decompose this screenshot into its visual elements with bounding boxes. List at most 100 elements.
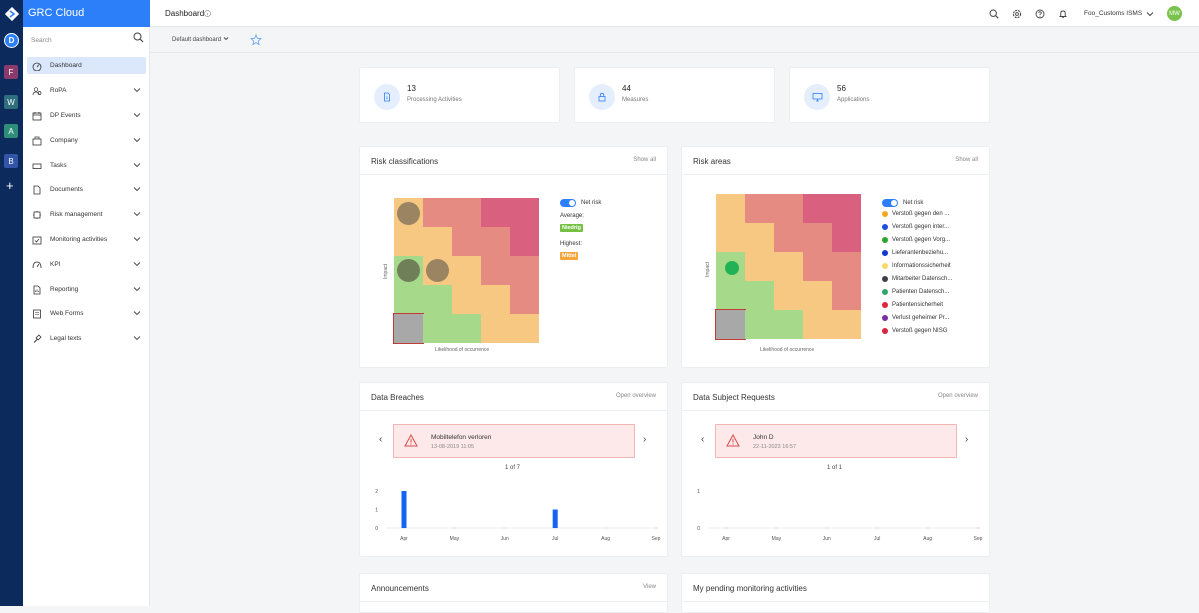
- search-icon[interactable]: [133, 32, 144, 43]
- sidebar-item-dp-events[interactable]: DP Events: [27, 107, 146, 124]
- workspace-avatar-a[interactable]: A: [4, 124, 18, 138]
- heatmap-cell[interactable]: [745, 223, 774, 252]
- heatmap-cell[interactable]: [510, 256, 539, 285]
- heatmap-cell[interactable]: [423, 227, 452, 256]
- request-alert[interactable]: John D 22-11-2023 16:57: [715, 424, 957, 458]
- workspace-avatar-b[interactable]: B: [4, 154, 18, 168]
- heatmap-cell[interactable]: [774, 310, 803, 339]
- heatmap-cell[interactable]: [774, 281, 803, 310]
- heatmap-cell[interactable]: [832, 223, 861, 252]
- legend-item[interactable]: Verstoß gegen den ...: [882, 211, 949, 217]
- heatmap-cell[interactable]: [452, 256, 481, 285]
- legend-item[interactable]: Verstoß gegen NISG: [882, 328, 947, 334]
- sidebar-item-documents[interactable]: Documents: [27, 181, 146, 198]
- net-risk-toggle[interactable]: [560, 199, 576, 207]
- heatmap-cell[interactable]: [832, 310, 861, 339]
- heatmap-cell[interactable]: [832, 194, 861, 223]
- legend-item[interactable]: Lieferantenbeziehu...: [882, 250, 948, 256]
- breach-alert[interactable]: Mobiltelefon verloren 13-08-2019 11:05: [393, 424, 635, 458]
- heatmap-cell[interactable]: [803, 252, 832, 281]
- bar[interactable]: [552, 509, 558, 529]
- stat-card-measures[interactable]: 44 Measures: [574, 67, 775, 123]
- info-icon[interactable]: [204, 10, 211, 17]
- heatmap-cell[interactable]: [393, 313, 424, 344]
- legend-item[interactable]: Verstoß gegen inter...: [882, 224, 949, 230]
- risk-marker[interactable]: [397, 202, 420, 225]
- heatmap-cell[interactable]: [394, 285, 423, 314]
- stat-card-processing-activities[interactable]: 13 Processing Activities: [359, 67, 560, 123]
- chevron-down-icon[interactable]: [1146, 11, 1154, 17]
- show-all-link[interactable]: Show all: [955, 157, 978, 163]
- risk-marker[interactable]: [426, 259, 449, 282]
- sidebar-item-kpi[interactable]: KPI: [27, 256, 146, 273]
- heatmap-cell[interactable]: [716, 281, 745, 310]
- add-workspace-button[interactable]: +: [6, 178, 14, 193]
- heatmap-cell[interactable]: [832, 252, 861, 281]
- sidebar-item-monitoring-activities[interactable]: Monitoring activities: [27, 231, 146, 248]
- legend-item[interactable]: Verlust geheimer Pr...: [882, 315, 949, 321]
- heatmap-cell[interactable]: [452, 198, 481, 227]
- heatmap-cell[interactable]: [423, 285, 452, 314]
- heatmap-cell[interactable]: [452, 285, 481, 314]
- legend-item[interactable]: Verstoß gegen Vorg...: [882, 237, 950, 243]
- heatmap-cell[interactable]: [510, 314, 539, 343]
- heatmap-cell[interactable]: [481, 285, 510, 314]
- chevron-right-icon[interactable]: ›: [965, 434, 969, 445]
- heatmap-cell[interactable]: [774, 252, 803, 281]
- sidebar-item-legal-texts[interactable]: Legal texts: [27, 330, 146, 347]
- chevron-left-icon[interactable]: ‹: [701, 434, 705, 445]
- show-all-link[interactable]: Show all: [633, 157, 656, 163]
- sidebar-item-dashboard[interactable]: Dashboard: [27, 57, 146, 74]
- heatmap-cell[interactable]: [803, 194, 832, 223]
- sidebar-item-reporting[interactable]: Reporting: [27, 281, 146, 298]
- view-link[interactable]: View: [643, 584, 656, 590]
- heatmap-cell[interactable]: [716, 223, 745, 252]
- favorite-star-icon[interactable]: [250, 34, 262, 46]
- search-icon[interactable]: [989, 9, 999, 19]
- legend-item[interactable]: Informationssicherheit: [882, 263, 951, 269]
- heatmap-cell[interactable]: [715, 309, 746, 340]
- sidebar-item-company[interactable]: Company: [27, 132, 146, 149]
- heatmap-cell[interactable]: [481, 227, 510, 256]
- heatmap-cell[interactable]: [745, 194, 774, 223]
- sidebar-item-tasks[interactable]: Tasks: [27, 157, 146, 174]
- dashboard-select[interactable]: Default dashboard: [172, 36, 229, 43]
- heatmap-cell[interactable]: [452, 227, 481, 256]
- heatmap-cell[interactable]: [803, 310, 832, 339]
- risk-marker[interactable]: [397, 259, 420, 282]
- stat-card-applications[interactable]: 56 Applications: [789, 67, 990, 123]
- heatmap-cell[interactable]: [481, 198, 510, 227]
- open-overview-link[interactable]: Open overview: [937, 393, 978, 399]
- heatmap-cell[interactable]: [423, 314, 452, 343]
- chevron-right-icon[interactable]: ›: [643, 434, 647, 445]
- heatmap-cell[interactable]: [423, 198, 452, 227]
- heatmap-cell[interactable]: [774, 223, 803, 252]
- bell-icon[interactable]: [1058, 9, 1068, 19]
- net-risk-toggle[interactable]: [882, 199, 898, 207]
- search-input[interactable]: Search: [31, 37, 52, 44]
- heatmap-cell[interactable]: [803, 223, 832, 252]
- heatmap-cell[interactable]: [745, 252, 774, 281]
- sidebar-item-risk-management[interactable]: Risk management: [27, 206, 146, 223]
- heatmap-cell[interactable]: [716, 194, 745, 223]
- risk-marker[interactable]: [725, 261, 739, 275]
- legend-item[interactable]: Mitarbeiter Datensch...: [882, 276, 952, 282]
- legend-item[interactable]: Patientensicherheit: [882, 302, 943, 308]
- heatmap-cell[interactable]: [510, 227, 539, 256]
- heatmap-cell[interactable]: [481, 314, 510, 343]
- heatmap-cell[interactable]: [803, 281, 832, 310]
- organization-selector[interactable]: Foo_Customs ISMS: [1084, 10, 1143, 17]
- heatmap-cell[interactable]: [832, 281, 861, 310]
- workspace-avatar-f[interactable]: F: [4, 65, 18, 79]
- heatmap-cell[interactable]: [774, 194, 803, 223]
- heatmap-cell[interactable]: [481, 256, 510, 285]
- user-avatar[interactable]: MW: [1167, 6, 1182, 21]
- heatmap-cell[interactable]: [510, 285, 539, 314]
- help-icon[interactable]: [1035, 9, 1045, 19]
- workspace-avatar-w[interactable]: W: [4, 95, 18, 109]
- app-logo-icon[interactable]: [3, 5, 20, 22]
- workspace-avatar-d[interactable]: D: [4, 33, 19, 48]
- open-overview-link[interactable]: Open overview: [615, 393, 656, 399]
- sidebar-item-web-forms[interactable]: Web Forms: [27, 305, 146, 322]
- heatmap-cell[interactable]: [452, 314, 481, 343]
